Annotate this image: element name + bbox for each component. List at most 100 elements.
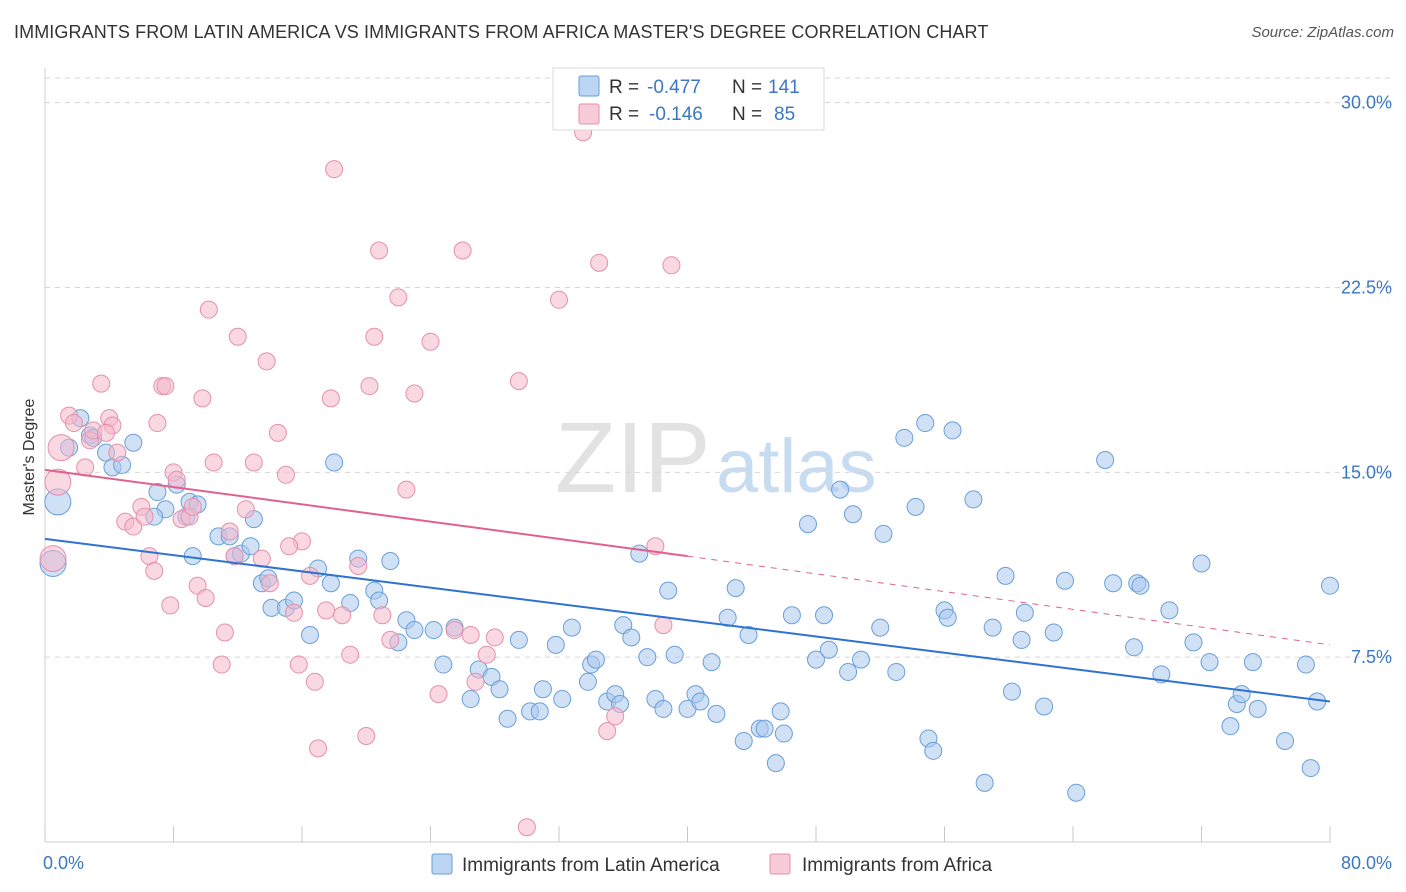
- legend-swatch-pink: [578, 103, 600, 125]
- data-point-africa: [257, 352, 276, 371]
- series-africa-points: [39, 123, 681, 837]
- data-point-latin-america: [983, 618, 1002, 637]
- data-point-latin-america: [1184, 633, 1203, 652]
- data-point-africa: [44, 468, 72, 496]
- data-point-latin-america: [659, 581, 678, 600]
- data-point-africa: [289, 655, 308, 674]
- data-point-africa: [654, 616, 673, 635]
- data-point-africa: [92, 374, 111, 393]
- data-point-latin-america: [815, 606, 834, 625]
- data-point-latin-america: [1125, 638, 1144, 657]
- data-point-africa: [421, 332, 440, 351]
- bottom-legend-swatch-blue: [431, 853, 453, 875]
- data-point-latin-america: [622, 628, 641, 647]
- data-point-africa: [370, 241, 389, 260]
- legend: R = -0.477 N = 141 R = -0.146 N = 85: [552, 67, 825, 131]
- data-point-latin-america: [1192, 554, 1211, 573]
- data-point-africa: [477, 645, 496, 664]
- data-point-latin-america: [782, 606, 801, 625]
- data-point-latin-america: [839, 662, 858, 681]
- trend-lines: [44, 468, 1331, 703]
- data-point-latin-america: [739, 625, 758, 644]
- data-point-latin-america: [702, 653, 721, 672]
- y-tick-label: 22.5%: [1341, 277, 1392, 297]
- y-tick-label: 15.0%: [1341, 462, 1392, 482]
- data-point-latin-america: [943, 421, 962, 440]
- data-point-latin-america: [533, 680, 552, 699]
- data-point-latin-america: [766, 754, 785, 773]
- legend-n-value: 85: [774, 104, 795, 125]
- data-point-africa: [453, 241, 472, 260]
- data-point-latin-america: [726, 579, 745, 598]
- data-point-latin-america: [586, 650, 605, 669]
- data-point-latin-america: [924, 741, 943, 760]
- legend-n-label: N =: [732, 104, 762, 125]
- trend-line-africa: [44, 468, 688, 558]
- x-tick-label: 0.0%: [43, 853, 84, 873]
- data-point-africa: [193, 389, 212, 408]
- data-point-latin-america: [1104, 574, 1123, 593]
- data-point-latin-america: [1232, 685, 1251, 704]
- data-point-latin-america: [734, 731, 753, 750]
- data-point-africa: [280, 537, 299, 556]
- legend-r-value: -0.477: [647, 77, 701, 98]
- legend-swatch-blue: [578, 75, 600, 97]
- data-point-latin-america: [509, 630, 528, 649]
- data-point-latin-america: [1276, 731, 1295, 750]
- trend-line-africa-extrapolated: [687, 555, 1331, 646]
- axis-tick-labels: 7.5% 15.0% 22.5% 30.0% 0.0% 80.0%: [43, 93, 1392, 873]
- data-point-africa: [598, 722, 617, 741]
- data-point-latin-america: [1221, 717, 1240, 736]
- data-point-latin-america: [1296, 655, 1315, 674]
- data-point-latin-america: [1160, 601, 1179, 620]
- data-point-latin-america: [370, 591, 389, 610]
- data-point-latin-america: [654, 699, 673, 718]
- legend-r-label: R =: [609, 77, 639, 98]
- data-point-latin-america: [916, 414, 935, 433]
- data-point-africa: [341, 645, 360, 664]
- data-point-africa: [196, 589, 215, 608]
- data-point-africa: [108, 443, 127, 462]
- data-point-africa: [156, 377, 175, 396]
- data-point-latin-america: [755, 719, 774, 738]
- data-point-latin-america: [546, 635, 565, 654]
- data-point-africa: [64, 414, 83, 433]
- data-point-africa: [309, 739, 328, 758]
- data-point-latin-america: [630, 544, 649, 563]
- data-point-latin-america: [381, 552, 400, 571]
- data-point-africa: [215, 623, 234, 642]
- data-point-latin-america: [771, 702, 790, 721]
- bottom-legend-label-latin-america: Immigrants from Latin America: [462, 855, 720, 876]
- gridlines: [45, 77, 1392, 658]
- trend-line-latin-america: [44, 537, 1331, 703]
- data-point-africa: [236, 500, 255, 519]
- data-point-latin-america: [638, 648, 657, 667]
- data-point-africa: [360, 377, 379, 396]
- data-point-africa: [301, 566, 320, 585]
- data-point-latin-america: [1248, 699, 1267, 718]
- data-point-latin-america: [434, 655, 453, 674]
- y-tick-label: 7.5%: [1351, 647, 1392, 667]
- data-point-latin-america: [1321, 576, 1339, 595]
- x-tick-label: 80.0%: [1341, 853, 1392, 873]
- data-point-latin-america: [906, 497, 925, 516]
- data-point-latin-america: [874, 524, 893, 543]
- data-point-africa: [284, 603, 303, 622]
- data-point-africa: [317, 601, 336, 620]
- data-point-africa: [212, 655, 231, 674]
- data-point-africa: [145, 561, 164, 580]
- data-point-latin-america: [1067, 783, 1086, 802]
- data-point-africa: [325, 160, 344, 179]
- data-point-africa: [485, 628, 504, 647]
- data-point-latin-america: [1002, 682, 1021, 701]
- data-point-africa: [517, 818, 536, 837]
- data-point-africa: [225, 547, 244, 566]
- chart-title: IMMIGRANTS FROM LATIN AMERICA VS IMMIGRA…: [14, 22, 989, 42]
- data-point-africa: [405, 384, 424, 403]
- data-point-africa: [509, 372, 528, 391]
- legend-n-label: N =: [732, 77, 762, 98]
- data-point-latin-america: [530, 702, 549, 721]
- data-point-latin-america: [241, 537, 260, 556]
- data-point-latin-america: [807, 650, 825, 669]
- data-point-latin-america: [148, 483, 167, 502]
